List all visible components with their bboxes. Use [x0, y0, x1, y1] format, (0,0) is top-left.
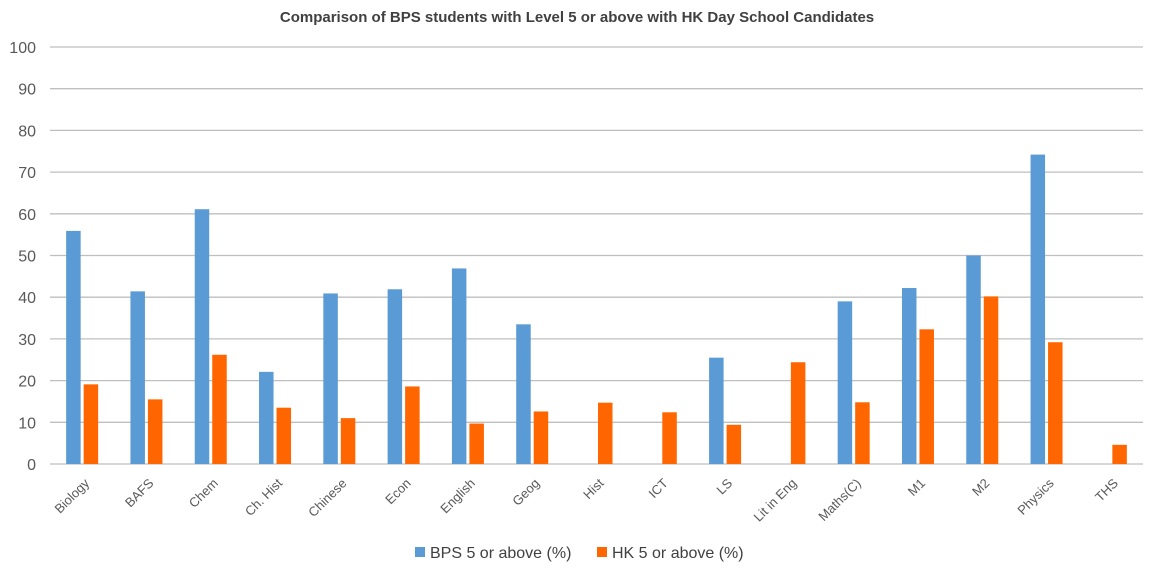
- y-tick-label: 0: [27, 457, 36, 474]
- bar-bps: [387, 289, 403, 464]
- bar-hk: [83, 384, 99, 464]
- bar-hk: [533, 411, 549, 464]
- x-tick-label: Hist: [580, 475, 607, 502]
- bar-hk: [1112, 444, 1127, 464]
- bar-bps: [194, 209, 210, 464]
- y-tick-label: 100: [9, 40, 36, 57]
- x-tick-label: Ch. Hist: [242, 475, 286, 519]
- x-tick-label: LS: [713, 475, 735, 497]
- chart-title: Comparison of BPS students with Level 5 …: [280, 9, 874, 26]
- bar-bps: [323, 293, 338, 464]
- bar-bps: [259, 371, 274, 464]
- x-tick-label: ICT: [645, 475, 670, 500]
- bar-bps: [66, 230, 81, 464]
- bar-hk: [1048, 342, 1063, 464]
- legend-swatch: [597, 547, 607, 557]
- y-tick-label: 50: [18, 249, 36, 266]
- bar-hk: [598, 402, 613, 464]
- bar-hk: [276, 407, 292, 464]
- x-tick-label: English: [437, 476, 478, 517]
- bar-bps: [837, 301, 853, 464]
- bar-hk: [983, 296, 999, 464]
- x-tick-label: Lit in Eng: [751, 476, 800, 525]
- y-tick-label: 60: [18, 207, 36, 224]
- bar-hk: [790, 362, 806, 464]
- x-tick-label: Geog: [509, 476, 542, 509]
- x-tick-label: Physics: [1014, 475, 1057, 518]
- y-tick-label: 10: [18, 415, 36, 432]
- legend-label: HK 5 or above (%): [612, 545, 744, 562]
- bar-hk: [212, 354, 227, 464]
- legend-swatch: [415, 547, 425, 557]
- x-tick-label: THS: [1092, 475, 1121, 504]
- x-tick-label: Econ: [382, 476, 414, 508]
- y-tick-label: 30: [18, 332, 36, 349]
- bar-hk: [919, 329, 934, 464]
- bar-hk: [147, 399, 163, 464]
- bar-bps: [130, 291, 145, 464]
- bar-bps: [966, 255, 981, 464]
- x-tick-label: M2: [969, 476, 992, 499]
- x-tick-label: Chinese: [305, 476, 349, 520]
- bar-hk: [340, 418, 356, 464]
- x-tick-label: BAFS: [122, 475, 157, 510]
- bar-hk: [405, 386, 420, 464]
- x-tick-label: Maths(C): [815, 476, 863, 524]
- bar-bps: [1030, 154, 1046, 464]
- y-tick-label: 70: [18, 165, 36, 182]
- bar-hk: [662, 412, 677, 464]
- bar-hk: [469, 423, 484, 464]
- bar-bps: [901, 288, 917, 464]
- y-tick-label: 20: [18, 374, 36, 391]
- x-tick-label: Chem: [186, 476, 221, 511]
- x-tick-label: M1: [905, 476, 928, 499]
- bar-bps: [516, 324, 531, 464]
- bar-bps: [709, 357, 724, 464]
- legend-label: BPS 5 or above (%): [430, 545, 571, 562]
- bar-hk: [726, 424, 742, 464]
- y-tick-label: 40: [18, 290, 36, 307]
- y-tick-label: 90: [18, 82, 36, 99]
- y-tick-label: 80: [18, 123, 36, 140]
- bar-bps: [451, 268, 467, 464]
- x-tick-label: Biology: [52, 475, 93, 516]
- legend: BPS 5 or above (%) HK 5 or above (%): [415, 545, 744, 562]
- bar-hk: [855, 402, 870, 464]
